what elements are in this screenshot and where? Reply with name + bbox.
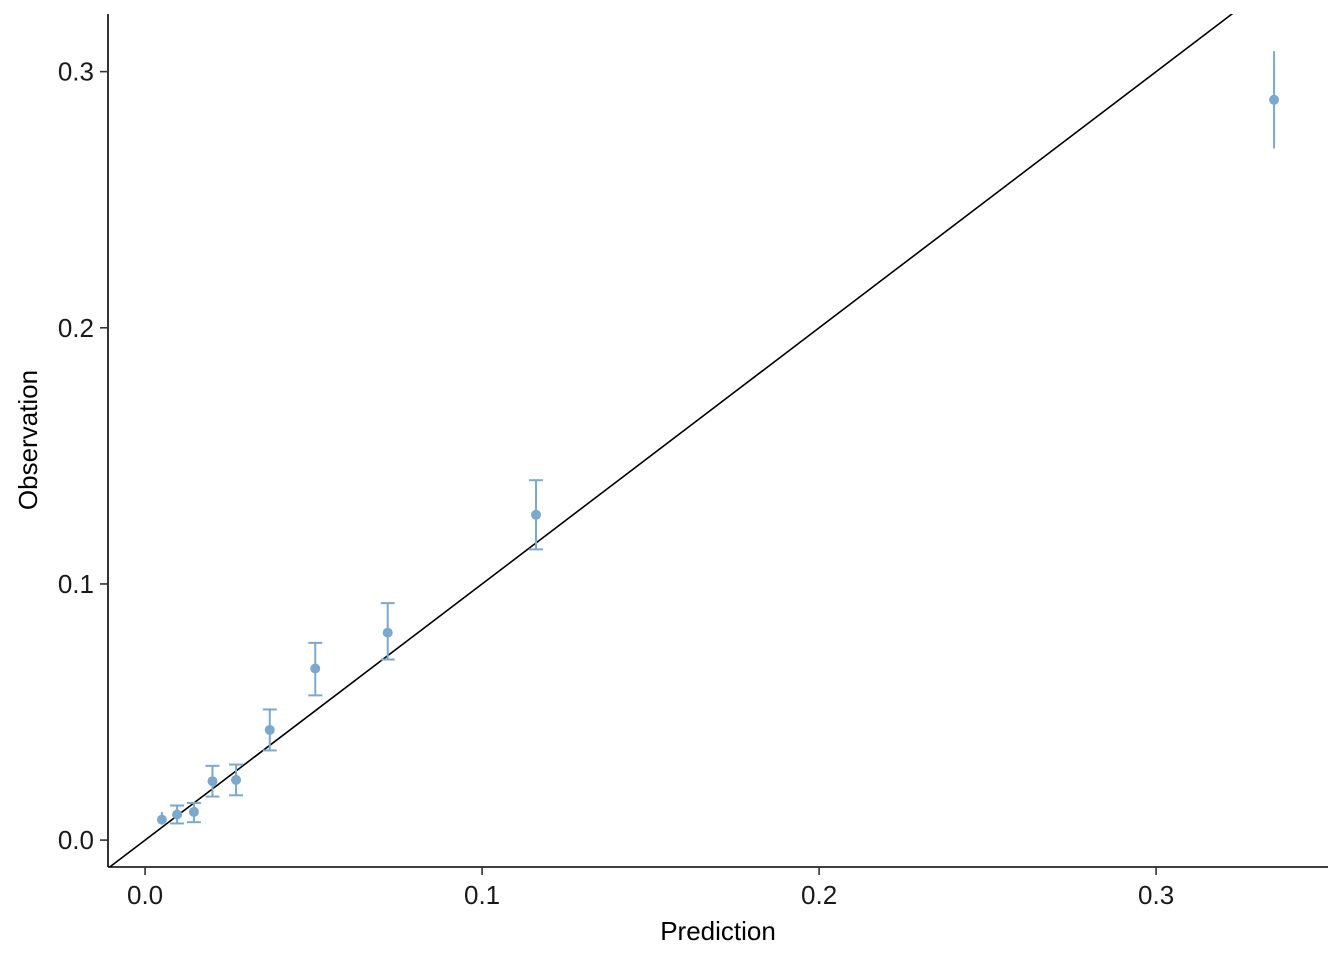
identity-reference-line — [108, 14, 1234, 867]
x-tick-label: 0.3 — [1138, 880, 1174, 910]
data-point — [172, 809, 183, 820]
data-point — [1269, 94, 1280, 105]
reference-line-layer — [108, 14, 1234, 867]
data-point — [207, 776, 218, 787]
y-tick-label: 0.3 — [58, 57, 94, 87]
x-tick-label: 0.2 — [801, 880, 837, 910]
x-axis-ticks: 0.0 0.1 0.2 0.3 — [127, 867, 1174, 910]
data-point — [156, 814, 167, 825]
data-point-layer — [156, 94, 1280, 825]
error-bar-layer — [160, 51, 1276, 825]
x-tick-label: 0.0 — [127, 880, 163, 910]
data-point — [188, 806, 199, 817]
data-point — [310, 663, 321, 674]
data-point — [231, 774, 242, 785]
y-tick-label: 0.0 — [58, 825, 94, 855]
y-tick-label: 0.1 — [58, 569, 94, 599]
x-axis-title: Prediction — [660, 916, 776, 946]
data-point — [531, 509, 542, 520]
data-point — [382, 627, 393, 638]
y-axis-ticks: 0.0 0.1 0.2 0.3 — [58, 57, 108, 855]
y-tick-label: 0.2 — [58, 313, 94, 343]
x-tick-label: 0.1 — [464, 880, 500, 910]
data-point — [264, 724, 275, 735]
y-axis-title: Observation — [13, 370, 43, 510]
